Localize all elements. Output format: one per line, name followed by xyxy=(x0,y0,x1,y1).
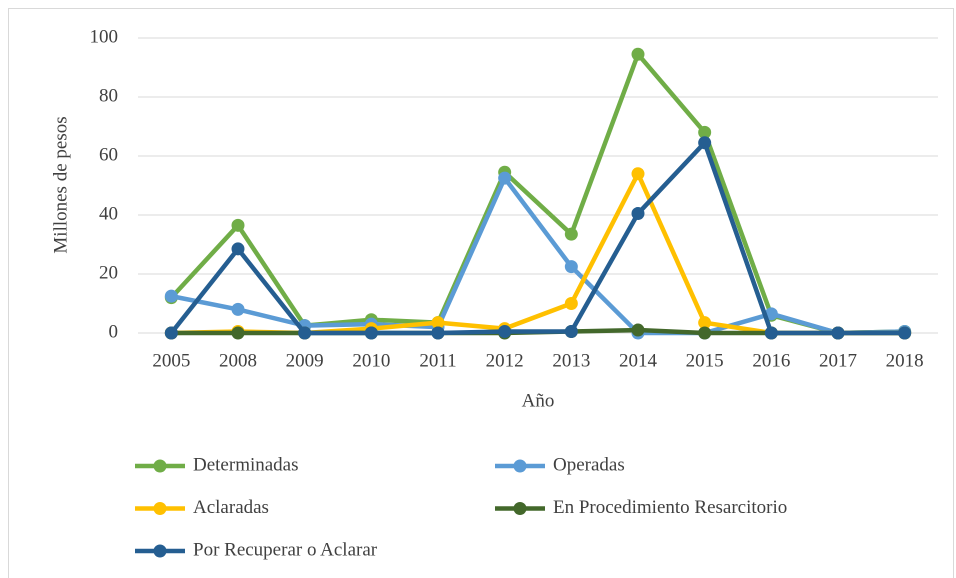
series-marker xyxy=(231,326,245,340)
series-marker xyxy=(831,326,845,340)
series-marker xyxy=(698,136,712,150)
series-marker xyxy=(231,218,245,232)
series-marker xyxy=(631,323,645,337)
x-tick-label: 2014 xyxy=(619,350,658,371)
series-marker xyxy=(631,47,645,61)
x-axis-label: Año xyxy=(522,390,555,411)
legend-label: Determinadas xyxy=(193,454,299,475)
series-marker xyxy=(231,242,245,256)
series-marker xyxy=(631,167,645,181)
y-tick-label: 100 xyxy=(90,26,119,47)
series-line xyxy=(169,140,905,336)
x-tick-label: 2016 xyxy=(752,350,790,371)
x-tick-label: 2018 xyxy=(886,350,924,371)
series-marker xyxy=(431,316,445,330)
legend-marker xyxy=(153,459,167,473)
series-marker xyxy=(498,325,512,339)
y-tick-label: 60 xyxy=(99,144,118,165)
series-marker xyxy=(298,326,312,340)
legend-marker xyxy=(153,502,167,515)
series-marker xyxy=(498,171,512,185)
series-marker xyxy=(564,297,578,310)
series-line xyxy=(170,175,905,336)
x-tick-label: 2017 xyxy=(819,350,857,371)
legend-label: En Procedimiento Resarcitorio xyxy=(553,497,787,518)
y-tick-label: 80 xyxy=(99,85,118,106)
series-marker xyxy=(364,326,378,340)
series-marker xyxy=(698,316,712,330)
x-tick-label: 2010 xyxy=(352,350,390,371)
legend-label: Aclaradas xyxy=(193,497,269,518)
x-tick-label: 2009 xyxy=(286,350,324,371)
series-marker xyxy=(564,227,578,241)
series-marker xyxy=(898,326,912,340)
legend-label: Por Recuperar o Aclarar xyxy=(193,539,378,560)
y-tick-label: 20 xyxy=(99,262,118,283)
series-marker xyxy=(431,326,445,340)
legend-marker xyxy=(153,544,167,558)
y-tick-label: 0 xyxy=(109,321,119,342)
series-marker xyxy=(631,207,645,221)
x-tick-label: 2013 xyxy=(552,350,590,371)
series-marker xyxy=(164,326,178,340)
series-marker xyxy=(564,260,578,274)
y-axis-label: Millones de pesos xyxy=(50,116,71,253)
x-tick-label: 2005 xyxy=(152,350,190,371)
chart-border xyxy=(8,8,954,578)
series-marker xyxy=(698,125,712,139)
series-marker xyxy=(231,302,245,316)
series-marker xyxy=(764,326,778,340)
series-marker xyxy=(698,326,712,340)
y-tick-label: 40 xyxy=(99,203,118,224)
series-marker xyxy=(564,325,578,339)
legend-label: Operadas xyxy=(553,454,625,475)
x-tick-label: 2008 xyxy=(219,350,257,371)
x-tick-label: 2015 xyxy=(686,350,724,371)
x-tick-label: 2011 xyxy=(419,350,456,371)
x-tick-label: 2012 xyxy=(486,350,524,371)
series-marker xyxy=(164,289,178,303)
legend-marker xyxy=(513,459,527,473)
legend-marker xyxy=(513,502,527,515)
